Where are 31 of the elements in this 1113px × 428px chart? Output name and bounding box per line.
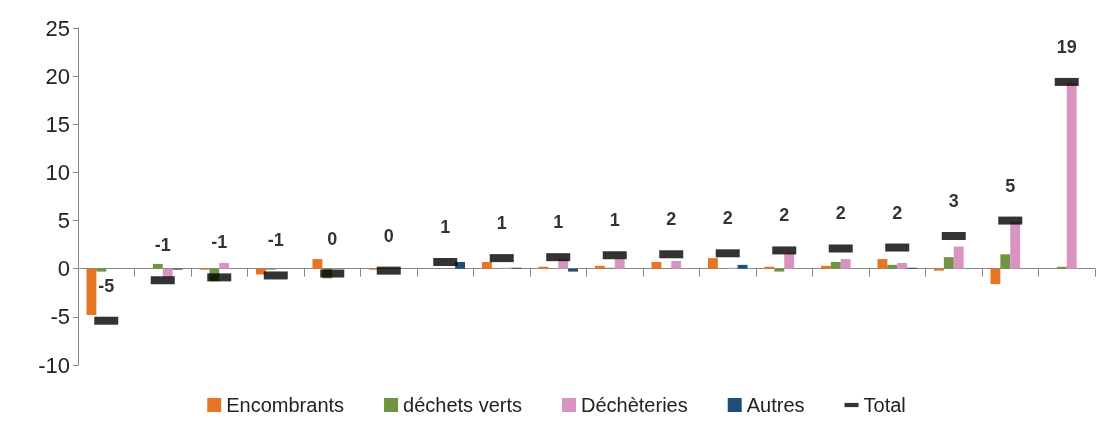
legend-label: Encombrants (226, 394, 345, 416)
y-tick-label: 20 (45, 63, 70, 89)
data-label: 2 (892, 202, 903, 223)
data-label: -5 (98, 275, 115, 296)
data-label: 5 (1005, 175, 1016, 196)
data-label: 0 (383, 225, 394, 246)
data-label: 1 (496, 213, 507, 234)
y-tick-label: -5 (50, 304, 70, 330)
legend-label: Total (863, 394, 906, 416)
data-label: 2 (722, 208, 733, 229)
data-label: 19 (1056, 36, 1077, 57)
data-label: 1 (609, 210, 620, 231)
data-label: -1 (267, 230, 284, 251)
y-tick-label: 0 (57, 256, 70, 282)
data-label: 1 (440, 216, 451, 237)
data-label: 2 (779, 205, 790, 226)
legend-label: Autres (746, 394, 805, 416)
y-tick-label: 15 (45, 111, 70, 137)
data-label: 2 (835, 203, 846, 224)
y-tick-label: 10 (45, 159, 70, 185)
data-label: 2 (666, 209, 677, 230)
data-label: 3 (948, 190, 959, 211)
y-tick-label: -10 (38, 352, 70, 378)
legend-label: déchets verts (403, 394, 523, 416)
data-label: 0 (327, 228, 338, 249)
data-label: 1 (553, 212, 564, 233)
data-label: -1 (154, 235, 171, 256)
y-tick-label: 5 (57, 208, 70, 234)
data-label: -1 (211, 232, 228, 253)
legend-label: Déchèteries (581, 394, 688, 416)
y-tick-label: 25 (45, 15, 70, 41)
